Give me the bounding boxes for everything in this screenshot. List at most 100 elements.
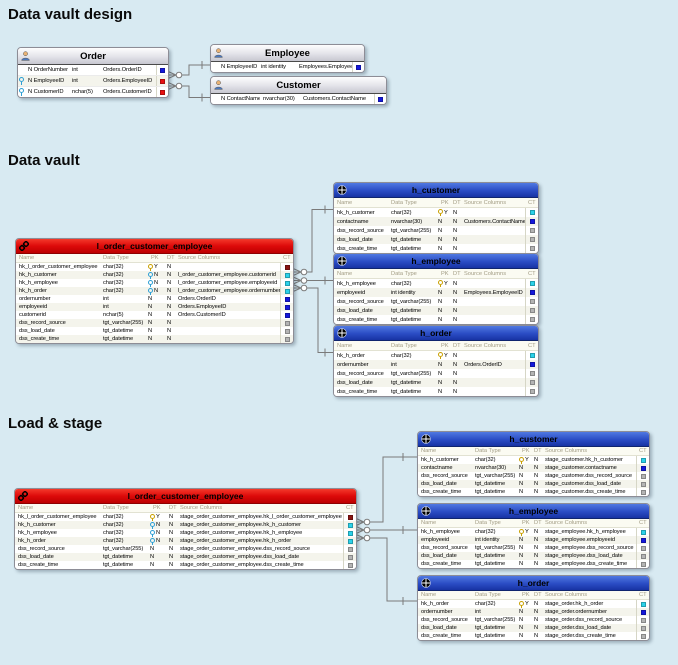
table-row[interactable]: dss_load_date tgt_datetime N N [334,378,538,387]
table-header[interactable]: Employee [211,45,364,62]
cell-name: dss_create_time [337,245,378,252]
table-row[interactable]: dss_load_date tgt_datetime N N [334,235,538,244]
cell-type: tgt_datetime [391,379,422,386]
table-l-order-customer-employee[interactable]: l_order_customer_employee Name Data Type PK… [15,238,294,344]
table-row[interactable]: dss_record_source tgt_varchar(255) N N [334,297,538,306]
cell-source: stage_employee.dss_record_source [545,545,634,551]
table-row[interactable]: N ContactName nvarchar(30) Customers.Conta… [211,94,386,104]
table-header[interactable]: h_employee [334,254,538,269]
table-row[interactable]: hk_h_order char(32) Y N [334,351,538,360]
cell-source: Orders.OrderID [103,67,142,73]
table-header[interactable]: h_customer [418,432,649,447]
table-header[interactable]: Customer [211,77,386,94]
ct-color-chip [356,64,361,70]
ct-color-chip [284,328,290,334]
cell-name: hk_l_order_customer_employee [18,514,97,520]
ct-color-chip [347,530,353,536]
cell-name: dss_record_source [337,370,384,377]
table-row[interactable]: ordernumber int N N Orders.OrderID [334,360,538,369]
table-stage-h-employee[interactable]: h_employee Name Data Type PK DT Source Column… [417,503,650,569]
cell-dt: N [169,562,174,568]
table-row[interactable]: customerid nchar(5) N N Orders.CustomerID [16,311,293,319]
table-row[interactable]: hk_l_order_customer_employee char(32) Y N [16,263,293,271]
cell-type: int [475,609,481,615]
table-row[interactable]: employeeid int identity N N Employees.Employ… [334,288,538,297]
table-row[interactable]: N OrderNumber int Orders.OrderID [18,65,168,75]
table-row[interactable]: dss_create_time tgt_datetime N N [16,335,293,343]
cell-dt: N [453,209,458,216]
table-h-employee[interactable]: h_employee Name Data Type PK DT Source Column… [333,253,539,325]
table-header[interactable]: h_order [334,326,538,341]
table-row[interactable]: N EmployeeID int identity Employees.Employ… [211,62,364,72]
table-row[interactable]: dss_record_source tgt_varchar(255) N N [334,226,538,235]
table-header[interactable]: l_order_customer_employee [16,239,293,254]
cell-dt: N [534,601,539,607]
table-row[interactable]: N EmployeeID int Orders.EmployeeID [18,75,168,86]
table-title: Customer [276,79,321,91]
table-header[interactable]: l_order_customer_employee [15,489,356,504]
cell-type: int [103,296,109,302]
table-customer[interactable]: Customer N ContactName nvarchar(30) Custome… [210,76,387,105]
table-row[interactable]: dss_create_time tgt_datetime N N [334,387,538,396]
table-h-customer[interactable]: h_customer Name Data Type PK DT Source Column… [333,182,539,254]
table-stage-l-order-customer-employee[interactable]: l_order_customer_employee Name Data Type PK… [14,488,357,570]
cell-type: nchar(5) [103,312,124,318]
table-stage-h-customer[interactable]: h_customer Name Data Type PK DT Source Column… [417,431,650,497]
table-row[interactable]: hk_h_employee char(32) Y N [334,279,538,288]
table-header[interactable]: h_employee [418,504,649,519]
table-row[interactable]: dss_record_source tgt_varchar(255) N N [16,319,293,327]
table-header[interactable]: Order [18,48,168,65]
table-order[interactable]: Order N OrderNumber int Orders.OrderID N Emp… [17,47,169,98]
table-row[interactable]: ordernumber int N N Orders.OrderID [16,295,293,303]
table-employee[interactable]: Employee N EmployeeID int identity Employee… [210,44,365,73]
table-row[interactable]: contactname nvarchar(30) N N Customers.Conta… [334,217,538,226]
table-row[interactable]: dss_load_date tgt_datetime N N [334,306,538,315]
table-row[interactable]: hk_h_customer char(32) Y N [334,208,538,217]
cell-pk: N [438,362,450,368]
table-stage-h-order[interactable]: h_order Name Data Type PK DT Source Columns CT… [417,575,650,641]
table-header[interactable]: h_order [418,576,649,591]
cell-ct [636,616,649,624]
table-row[interactable]: dss_create_time tgt_datetime N N [334,315,538,324]
column-header: Source Columns [545,592,588,598]
table-header[interactable]: h_customer [334,183,538,198]
table-row[interactable]: N CustomerID nchar(5) Orders.CustomerID [18,86,168,97]
table-row[interactable]: employeeid int N N Orders.EmployeeID [16,303,293,311]
pk-flag: N [154,288,159,294]
table-row[interactable]: dss_record_source tgt_varchar(255) N N [334,369,538,378]
pk-flag: Y [154,264,158,270]
cell-name: dss_record_source [421,545,468,551]
pk-flag: N [438,307,443,314]
table-h-order[interactable]: h_order Name Data Type PK DT Source Columns CT… [333,325,539,397]
table-row[interactable]: dss_create_time tgt_datetime N N [334,244,538,253]
cell-dt: N [167,304,172,310]
table-row[interactable]: dss_load_date tgt_datetime N N [16,327,293,335]
cell-dt: N [167,264,172,270]
column-header: Data Type [103,255,129,261]
